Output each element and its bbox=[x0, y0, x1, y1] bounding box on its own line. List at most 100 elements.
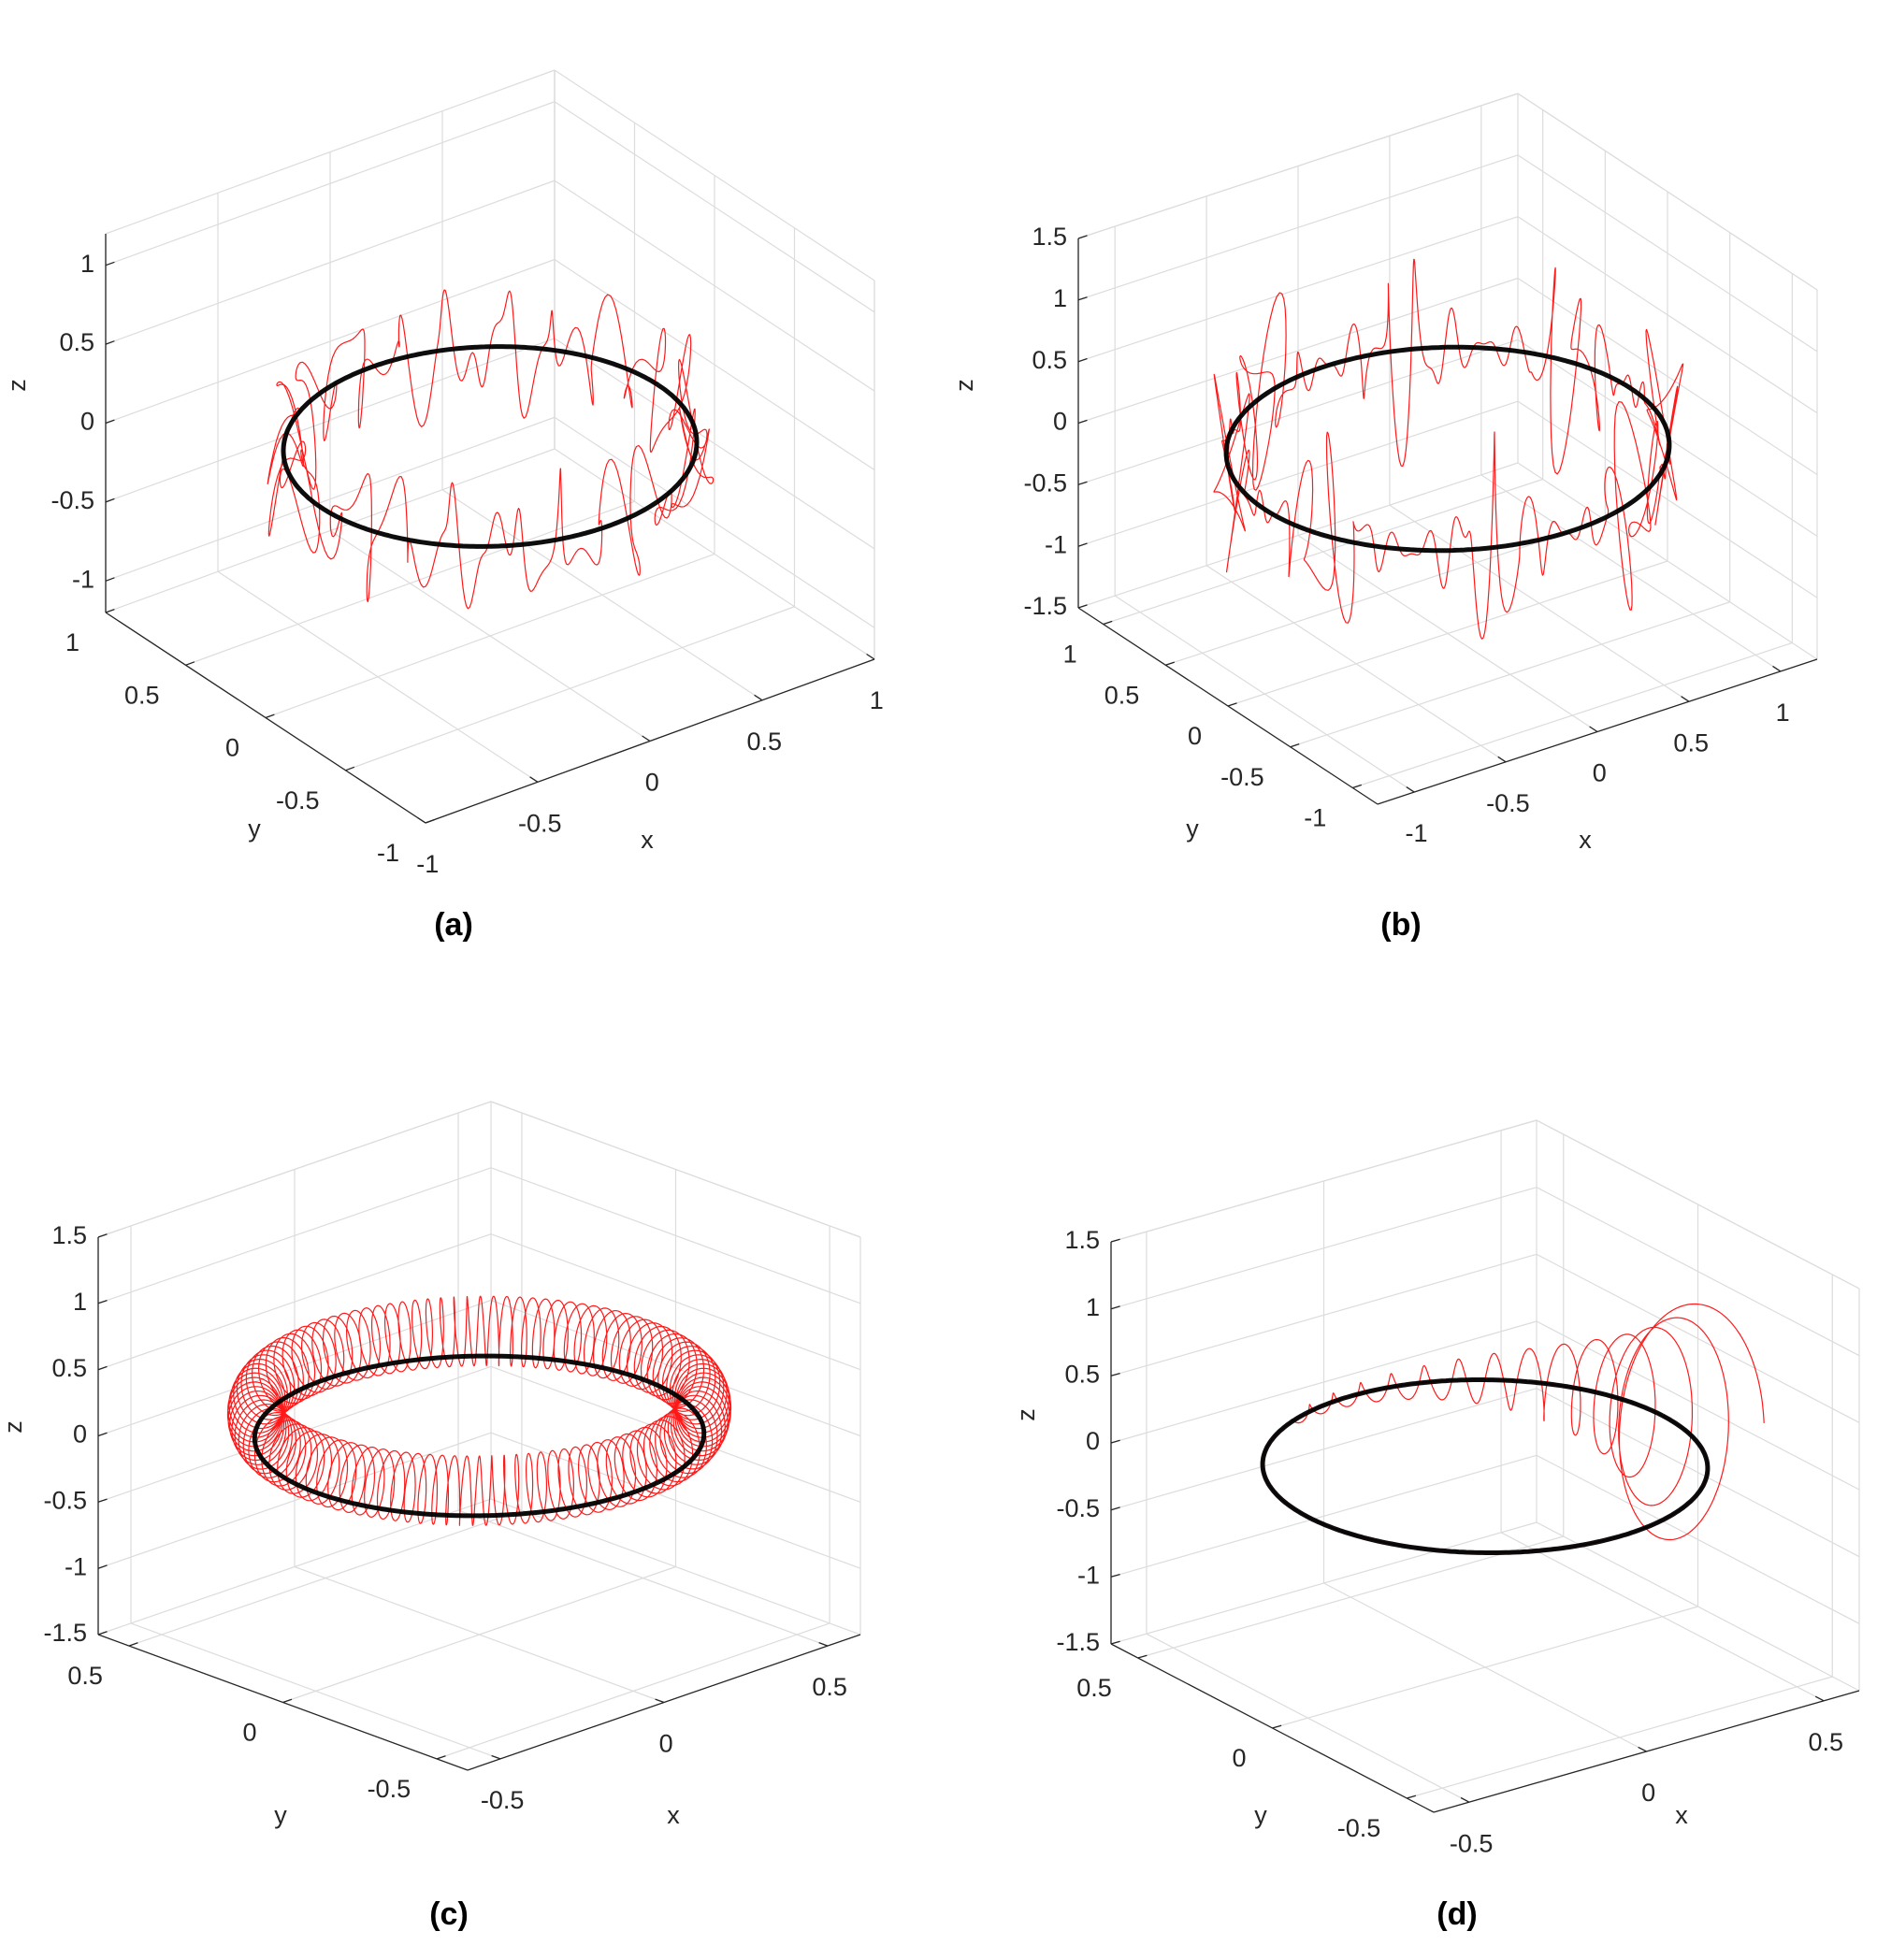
x-tick-label: 0 bbox=[659, 1730, 673, 1758]
x-axis-label: x bbox=[1675, 1801, 1688, 1829]
y-axis-label: y bbox=[1254, 1801, 1267, 1829]
x-tick-label: 0 bbox=[1641, 1779, 1655, 1807]
series-circle-line bbox=[1223, 344, 1672, 554]
panel-label: (c) bbox=[429, 1896, 469, 1932]
grid-line bbox=[490, 1299, 861, 1437]
z-tick bbox=[1110, 1238, 1120, 1243]
x-tick-label: 0.5 bbox=[1809, 1728, 1844, 1756]
grid-line bbox=[97, 1432, 492, 1569]
x-axis-label: x bbox=[641, 826, 654, 854]
z-tick bbox=[105, 261, 115, 267]
y-tick bbox=[1407, 1794, 1417, 1799]
grid-line bbox=[554, 180, 875, 392]
y-tick-label: 1 bbox=[1063, 641, 1077, 669]
grid-line bbox=[1517, 93, 1818, 291]
z-tick-label: 0 bbox=[1053, 408, 1067, 436]
y-tick-label: 0 bbox=[1232, 1744, 1246, 1772]
x-tick-label: 0 bbox=[1593, 759, 1607, 787]
y-tick bbox=[265, 713, 275, 719]
grid-line bbox=[1407, 1676, 1833, 1799]
x-tick-label: -1 bbox=[416, 850, 439, 878]
x-axis-label: x bbox=[667, 1801, 680, 1829]
grid-line bbox=[1077, 93, 1519, 239]
z-tick bbox=[105, 340, 115, 345]
y-tick-label: 0.5 bbox=[124, 681, 160, 709]
x-tick bbox=[1497, 756, 1507, 763]
grid bbox=[105, 69, 875, 824]
grid-line bbox=[1517, 216, 1818, 414]
x-tick bbox=[1406, 786, 1415, 793]
panel-d: -0.5 0 0.5 -0.5 0 0.5 -1.5 -1 -0.5 0 0.5 1 1.5 x y z (d) bbox=[938, 980, 1876, 1960]
panel-label: (b) bbox=[1380, 907, 1421, 943]
z-tick bbox=[1077, 542, 1088, 547]
z-tick-label: -1 bbox=[1077, 1561, 1100, 1589]
grid-line bbox=[1536, 1119, 1860, 1290]
z-tick-label: 0.5 bbox=[1032, 346, 1067, 374]
grid-line bbox=[490, 1498, 861, 1636]
grid-line bbox=[1290, 601, 1730, 748]
x-axis-label: x bbox=[1579, 826, 1592, 854]
z-tick-label: 0.5 bbox=[51, 1354, 87, 1382]
grid-line bbox=[554, 69, 875, 281]
grid bbox=[97, 1101, 861, 1760]
z-tick-label: 0.5 bbox=[59, 328, 94, 356]
z-tick-label: -1.5 bbox=[1056, 1628, 1100, 1656]
grid-line bbox=[1165, 519, 1606, 666]
grid-line bbox=[105, 69, 556, 235]
y-tick bbox=[345, 766, 355, 771]
x-tick-label: -0.5 bbox=[481, 1786, 525, 1814]
x-tick-label: 1 bbox=[1776, 699, 1790, 727]
y-tick bbox=[105, 608, 115, 613]
x-tick-label: 0.5 bbox=[1673, 728, 1709, 757]
z-axis-label: z bbox=[3, 379, 31, 392]
x-tick-label: -0.5 bbox=[1450, 1829, 1494, 1857]
grid-line bbox=[1536, 1253, 1860, 1423]
x-tick bbox=[1681, 696, 1690, 702]
grid-line bbox=[265, 553, 715, 719]
x-tick-label: -0.5 bbox=[518, 809, 562, 837]
x-tick-label: 0 bbox=[645, 769, 659, 797]
y-tick-label: -0.5 bbox=[1220, 763, 1264, 791]
y-tick-label: -0.5 bbox=[368, 1775, 411, 1803]
y-tick bbox=[1272, 1724, 1282, 1729]
panel-label: (d) bbox=[1437, 1896, 1477, 1932]
y-tick bbox=[1290, 742, 1300, 748]
z-tick bbox=[1110, 1305, 1120, 1310]
grid-line bbox=[554, 416, 875, 628]
panel-label: (a) bbox=[434, 907, 473, 943]
y-tick-label: -0.5 bbox=[276, 786, 320, 814]
grid-line bbox=[97, 1498, 492, 1636]
grid-line bbox=[97, 1167, 492, 1304]
x-tick bbox=[655, 1698, 665, 1704]
z-tick-label: -1.5 bbox=[1023, 592, 1067, 620]
plot3d-d: -0.5 0 0.5 -0.5 0 0.5 -1.5 -1 -0.5 0 0.5 1 1.5 x y z (d) bbox=[1012, 1119, 1860, 1932]
grid-line bbox=[282, 1565, 676, 1704]
grid-line bbox=[105, 101, 556, 267]
x-tick bbox=[818, 1641, 829, 1647]
z-tick-label: -0.5 bbox=[43, 1486, 87, 1514]
z-tick bbox=[1077, 419, 1088, 425]
grid-line bbox=[105, 448, 556, 613]
y-axis-label: y bbox=[1186, 814, 1199, 843]
grid-line bbox=[1227, 560, 1668, 707]
grid-line bbox=[105, 180, 556, 345]
y-tick-label: -0.5 bbox=[1337, 1814, 1381, 1842]
z-tick bbox=[1110, 1506, 1120, 1511]
y-tick bbox=[185, 661, 195, 666]
grid-line bbox=[1536, 1454, 1860, 1624]
z-tick bbox=[1077, 481, 1088, 485]
panel-b: -1 -0.5 0 0.5 1 -1 -0.5 0 0.5 1 -1.5 -1 -0.5 0 0.5 1 1.5… bbox=[938, 0, 1876, 980]
panel-a: -1 -0.5 0 0.5 1 -1 -0.5 0 0.5 1 -1 -0.5 0 0.5 1 x y z (a) bbox=[0, 0, 938, 980]
z-tick-label: -0.5 bbox=[51, 486, 94, 514]
grid-line bbox=[1536, 1187, 1860, 1357]
series-circle-line bbox=[281, 344, 700, 549]
z-tick bbox=[1110, 1372, 1120, 1376]
x-tick bbox=[866, 653, 875, 660]
grid-line bbox=[105, 416, 556, 582]
grid-line bbox=[1077, 400, 1519, 547]
x-tick bbox=[1460, 1796, 1470, 1803]
grid bbox=[1077, 93, 1818, 793]
z-tick-label: -1 bbox=[72, 565, 94, 593]
x-tick-label: 0.5 bbox=[812, 1673, 847, 1701]
y-axis-label: y bbox=[274, 1801, 287, 1829]
